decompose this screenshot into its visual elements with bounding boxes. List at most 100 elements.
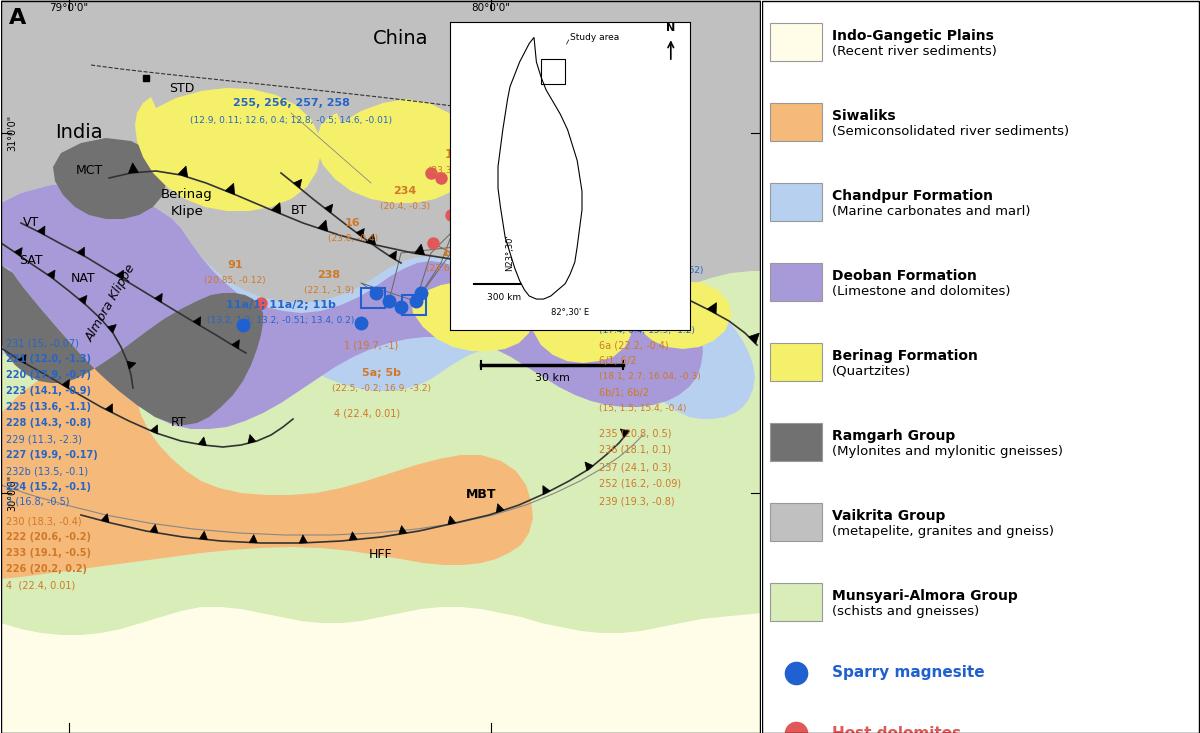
Text: 234: 234 [394,186,416,196]
Text: 236 (18.1, 0.1): 236 (18.1, 0.1) [599,445,671,455]
Polygon shape [248,435,256,443]
Text: 30 km: 30 km [534,373,570,383]
Text: 1 (19.7, -1): 1 (19.7, -1) [344,340,398,350]
Polygon shape [631,281,731,349]
Text: 252 (16.2, -0.09): 252 (16.2, -0.09) [599,479,682,489]
Text: Deoban Formation: Deoban Formation [832,269,977,283]
Polygon shape [498,37,582,299]
Text: 222 (20.6, -0.2): 222 (20.6, -0.2) [6,532,91,542]
Polygon shape [1,607,761,733]
Text: (13.9, 0.68; 13.9, 0.62): (13.9, 0.68; 13.9, 0.62) [599,267,703,276]
Text: N: N [666,23,676,33]
Text: 237: 237 [480,220,503,230]
Polygon shape [108,325,116,333]
Text: (Mylonites and mylonitic gneisses): (Mylonites and mylonitic gneisses) [832,445,1063,458]
Text: BT: BT [290,205,307,218]
Text: 221 (12.0, -1.3): 221 (12.0, -1.3) [6,354,91,364]
Text: (13.2, 1.3; 13.2, -0.51; 13.4, 0.2): (13.2, 1.3; 13.2, -0.51; 13.4, 0.2) [208,315,355,325]
Text: Ramgarh Group: Ramgarh Group [832,430,955,443]
Text: 300 km: 300 km [487,293,521,302]
Text: (Recent river sediments): (Recent river sediments) [832,45,996,58]
Text: Vaikrita Group: Vaikrita Group [832,509,946,523]
Polygon shape [366,234,376,245]
Polygon shape [1,0,761,333]
Text: Indo-Gangetic Plains: Indo-Gangetic Plains [832,29,994,43]
Text: 30°0'0": 30°0'0" [7,475,17,511]
Text: 80°0'0": 80°0'0" [472,3,510,13]
Text: 230 (18.3, -0.4): 230 (18.3, -0.4) [6,516,82,526]
Polygon shape [415,244,425,255]
Polygon shape [356,229,365,237]
Polygon shape [497,504,504,512]
Polygon shape [77,247,84,256]
Polygon shape [226,183,234,194]
Polygon shape [47,270,55,279]
Text: 228 (14.3, -0.8): 228 (14.3, -0.8) [6,418,91,428]
Polygon shape [62,380,70,388]
Text: MCT: MCT [76,164,103,177]
Text: China: China [373,29,428,48]
Text: 227 (19.9, -0.17): 227 (19.9, -0.17) [6,450,97,460]
Text: N23°,30': N23°,30' [505,235,515,271]
Text: 2 (16.8, -0.5): 2 (16.8, -0.5) [6,496,70,506]
Text: 8: 8 [599,283,607,293]
Text: (Semiconsolidated river sediments): (Semiconsolidated river sediments) [832,125,1069,138]
Polygon shape [1,183,761,733]
Polygon shape [1,265,263,425]
Polygon shape [198,437,206,446]
Text: 226 (20.2, 0.2): 226 (20.2, 0.2) [6,564,86,574]
Text: 235 (20.8, 0.5): 235 (20.8, 0.5) [599,428,672,438]
Text: VT: VT [23,216,40,229]
Text: Host dolomites: Host dolomites [832,726,961,733]
Bar [770,103,822,141]
Text: 5a; 5b: 5a; 5b [361,368,401,378]
Text: 255, 256, 257, 258: 255, 256, 257, 258 [233,98,349,108]
Text: 220 (17.9, -0.7): 220 (17.9, -0.7) [6,370,91,380]
Polygon shape [53,138,167,219]
Text: Berinag Formation: Berinag Formation [832,350,978,364]
Bar [770,183,822,221]
Polygon shape [349,532,358,540]
Text: (23.3, -0.3): (23.3, -0.3) [428,166,478,174]
Text: 239 (19.3, -0.8): 239 (19.3, -0.8) [599,496,674,506]
Text: STD: STD [169,81,194,95]
Text: 4  (22.4, 0.01): 4 (22.4, 0.01) [6,580,76,590]
Polygon shape [317,99,473,203]
Text: SAT: SAT [19,254,43,268]
Bar [770,343,822,381]
Polygon shape [584,462,593,471]
Text: 225 (13.6, -1.1): 225 (13.6, -1.1) [6,402,91,412]
Polygon shape [271,202,281,214]
Polygon shape [18,355,26,364]
Text: (12.9, 0.11; 12.6, 0.4; 12.8, -0.5; 14.6, -0.01): (12.9, 0.11; 12.6, 0.4; 12.8, -0.5; 14.6… [190,116,392,125]
Polygon shape [1,183,703,429]
Polygon shape [232,340,239,349]
Text: (20.85, -0.12): (20.85, -0.12) [204,276,266,284]
Text: 232b (13.5, -0.1): 232b (13.5, -0.1) [6,466,88,476]
Text: MBT: MBT [466,488,497,501]
Polygon shape [79,295,86,304]
Polygon shape [620,429,629,437]
Polygon shape [464,251,474,262]
Polygon shape [14,248,23,257]
Text: (metapelite, granites and gneiss): (metapelite, granites and gneiss) [832,525,1054,538]
Text: (Marine carbonates and marl): (Marine carbonates and marl) [832,205,1030,218]
Text: (23.8, -0.4): (23.8, -0.4) [328,234,378,243]
Bar [770,263,822,301]
Polygon shape [116,270,124,279]
Polygon shape [707,303,716,314]
Polygon shape [542,486,550,495]
Polygon shape [199,531,208,539]
Text: (schists and gneisses): (schists and gneisses) [832,605,979,618]
Text: Almora Klippe: Almora Klippe [84,262,138,344]
Text: 31°0'0": 31°0'0" [7,115,17,151]
Text: 6a (22.2, -0.4): 6a (22.2, -0.4) [599,340,668,350]
Text: (17.4, 0.4; 15.9, -1.2): (17.4, 0.4; 15.9, -1.2) [599,326,695,336]
Text: HFF: HFF [370,548,392,561]
Polygon shape [127,361,136,369]
Text: 91: 91 [227,260,242,270]
Polygon shape [514,254,524,265]
Polygon shape [398,526,407,534]
Bar [770,583,822,621]
Text: (22.1, -1.9): (22.1, -1.9) [304,285,354,295]
